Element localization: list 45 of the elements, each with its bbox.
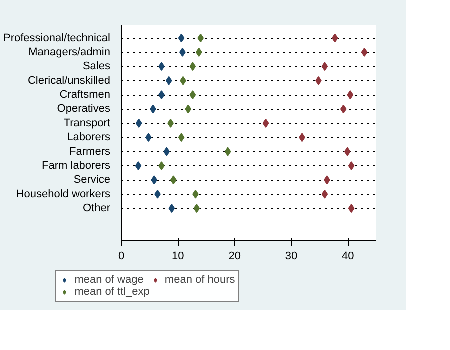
- x-tick-label: 20: [228, 250, 241, 262]
- point: [190, 90, 196, 100]
- point: [196, 48, 202, 57]
- point: [135, 161, 142, 170]
- point: [347, 90, 354, 100]
- y-tick-label: Laborers: [67, 132, 111, 144]
- y-tick-label: Other: [82, 202, 111, 215]
- point: [340, 104, 347, 114]
- y-tick-label: Clerical/unskilled: [28, 74, 111, 87]
- point: [332, 34, 338, 43]
- y-tick-label: Service: [74, 174, 111, 186]
- x-tick-label: 10: [172, 250, 184, 262]
- point: [185, 104, 192, 114]
- point: [322, 190, 328, 199]
- y-tick-label: Professional/technical: [3, 32, 111, 44]
- y-tick-label: Sales: [82, 60, 111, 73]
- point: [262, 118, 270, 128]
- point: [151, 176, 158, 185]
- point: [348, 161, 355, 170]
- y-tick-label: Managers/admin: [28, 46, 111, 58]
- y-tick-label: Craftsmen: [60, 89, 111, 102]
- point: [194, 204, 200, 214]
- x-tick-label: 30: [285, 250, 298, 262]
- x-tick-label: 0: [118, 250, 125, 262]
- legend-label: mean of hours: [164, 274, 236, 286]
- x-tick-label: 40: [342, 250, 354, 262]
- point: [166, 76, 172, 86]
- point: [190, 62, 196, 72]
- point: [168, 204, 176, 214]
- legend-label: mean of ttl_exp: [74, 286, 150, 298]
- y-tick-label: Farm laborers: [42, 160, 111, 172]
- legend-label: mean of wage: [74, 274, 144, 286]
- point: [344, 147, 351, 156]
- point: [136, 118, 142, 128]
- point: [361, 48, 368, 57]
- point: [348, 204, 355, 214]
- point: [322, 62, 328, 72]
- point: [170, 176, 177, 185]
- point: [178, 133, 185, 142]
- y-tick-label: Transport: [64, 117, 111, 130]
- y-tick-label: Farmers: [70, 146, 111, 158]
- y-tick-label: Household workers: [16, 188, 111, 200]
- point: [178, 34, 185, 43]
- y-tick-label: Operatives: [57, 103, 111, 116]
- point: [224, 147, 232, 156]
